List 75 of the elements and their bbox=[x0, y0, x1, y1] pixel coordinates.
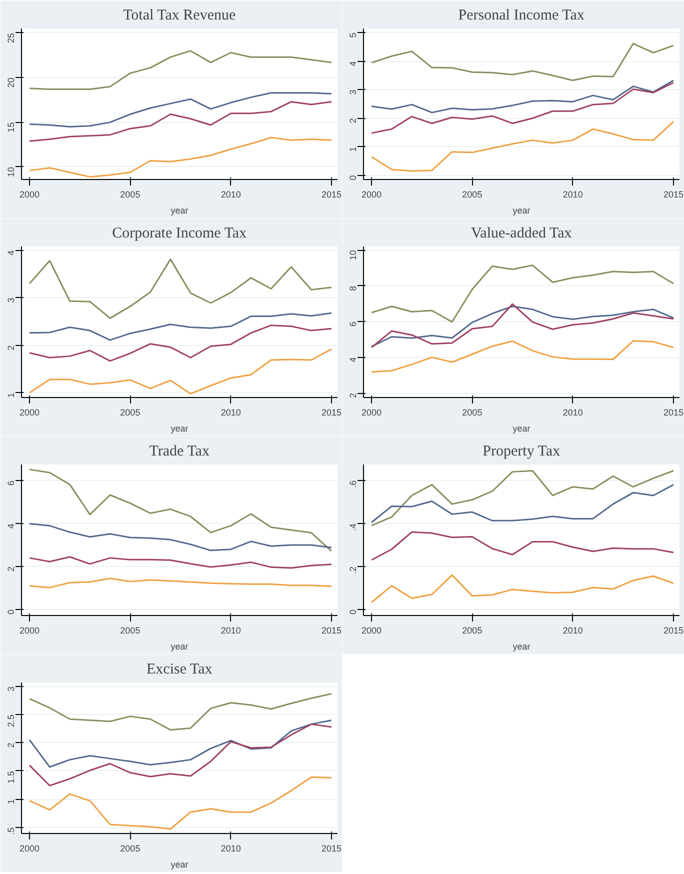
x-tick-label: 2010 bbox=[220, 626, 241, 636]
x-tick-label: 2000 bbox=[362, 408, 382, 418]
y-tick-label: 2 bbox=[6, 566, 16, 572]
y-tick-label: 5 bbox=[348, 32, 358, 38]
x-tick-label: 2005 bbox=[462, 626, 482, 636]
x-tick-label: 2000 bbox=[362, 190, 382, 200]
y-tick-label: 0 bbox=[6, 609, 16, 614]
y-tick-label: .2 bbox=[348, 566, 358, 574]
x-tick-label: 2000 bbox=[20, 190, 40, 200]
chart-title: Excise Tax bbox=[146, 662, 213, 678]
x-tick-label: 2005 bbox=[120, 844, 140, 854]
x-axis-title: year bbox=[512, 642, 530, 652]
x-tick-label: 2000 bbox=[20, 844, 40, 854]
chart-title: Trade Tax bbox=[149, 444, 210, 460]
x-tick-label: 2005 bbox=[120, 190, 140, 200]
y-tick-label: 0 bbox=[348, 609, 358, 614]
chart-title: Value-added Tax bbox=[471, 226, 572, 242]
y-tick-label: 1 bbox=[348, 146, 358, 152]
x-tick-label: 2010 bbox=[220, 408, 241, 418]
x-tick-label: 2005 bbox=[462, 408, 482, 418]
x-tick-label: 2005 bbox=[120, 626, 140, 636]
x-axis-title: year bbox=[512, 206, 530, 216]
x-tick-label: 2010 bbox=[562, 408, 583, 418]
x-axis-title: year bbox=[170, 424, 188, 434]
y-tick-label: 0 bbox=[348, 175, 358, 180]
x-tick-label: 2015 bbox=[321, 626, 342, 636]
x-axis-title: year bbox=[170, 860, 188, 870]
x-tick-label: 2015 bbox=[663, 626, 684, 636]
y-tick-label: 15 bbox=[6, 122, 16, 132]
x-tick-label: 2005 bbox=[120, 408, 140, 418]
x-tick-label: 2010 bbox=[562, 626, 583, 636]
y-tick-label: 10 bbox=[6, 166, 16, 177]
y-tick-label: .5 bbox=[6, 827, 16, 835]
x-tick-label: 2010 bbox=[220, 190, 241, 200]
y-tick-label: 1.5 bbox=[6, 770, 16, 784]
chart-title: Corporate Income Tax bbox=[112, 226, 248, 242]
y-tick-label: 4 bbox=[348, 357, 358, 362]
x-axis-title: year bbox=[512, 424, 530, 434]
y-tick-label: 10 bbox=[348, 250, 358, 260]
y-tick-label: 6 bbox=[348, 322, 358, 327]
x-tick-label: 2000 bbox=[20, 408, 40, 418]
x-tick-label: 2015 bbox=[321, 190, 342, 200]
chart-title: Total Tax Revenue bbox=[123, 8, 236, 24]
y-tick-label: 3 bbox=[6, 686, 16, 692]
y-tick-label: 2 bbox=[348, 118, 358, 124]
x-tick-label: 2015 bbox=[321, 408, 342, 418]
y-tick-label: 20 bbox=[6, 78, 16, 88]
y-tick-label: 3 bbox=[6, 298, 16, 303]
y-tick-label: 3 bbox=[348, 90, 358, 95]
x-tick-label: 2010 bbox=[220, 844, 241, 854]
chart-title: Property Tax bbox=[482, 444, 561, 460]
y-tick-label: 4 bbox=[6, 524, 16, 529]
y-tick-label: 2 bbox=[6, 742, 16, 748]
x-axis-title: year bbox=[170, 642, 188, 652]
x-axis-title: year bbox=[170, 206, 188, 216]
chart-title: Personal Income Tax bbox=[458, 8, 585, 24]
x-tick-label: 2015 bbox=[663, 190, 684, 200]
x-tick-label: 2000 bbox=[20, 626, 40, 636]
x-tick-label: 2015 bbox=[321, 844, 342, 854]
y-tick-label: .4 bbox=[348, 523, 358, 531]
y-tick-label: 1 bbox=[6, 799, 16, 804]
x-tick-label: 2005 bbox=[462, 190, 482, 200]
y-tick-label: 25 bbox=[6, 32, 16, 43]
x-tick-label: 2010 bbox=[562, 190, 583, 200]
x-tick-label: 2000 bbox=[362, 626, 382, 636]
y-tick-label: 2 bbox=[348, 393, 358, 398]
y-tick-label: 6 bbox=[6, 480, 16, 486]
x-tick-label: 2015 bbox=[663, 408, 684, 418]
y-tick-label: 4 bbox=[6, 250, 16, 256]
y-tick-label: 2.5 bbox=[6, 714, 16, 728]
y-tick-label: .6 bbox=[348, 480, 358, 488]
y-tick-label: 4 bbox=[348, 61, 358, 66]
y-tick-label: 2 bbox=[6, 345, 16, 350]
y-tick-label: 1 bbox=[6, 392, 16, 398]
y-tick-label: 8 bbox=[348, 286, 358, 291]
